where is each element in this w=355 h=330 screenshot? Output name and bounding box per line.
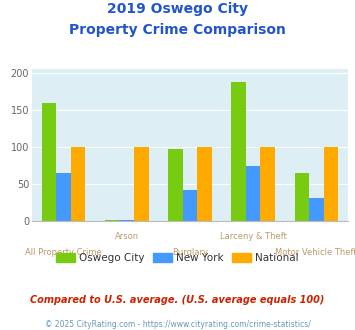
- Bar: [183, 190, 197, 221]
- Text: Larceny & Theft: Larceny & Theft: [220, 232, 286, 241]
- Legend: Oswego City, New York, National: Oswego City, New York, National: [52, 248, 303, 267]
- Text: Compared to U.S. average. (U.S. average equals 100): Compared to U.S. average. (U.S. average …: [30, 295, 325, 305]
- Bar: [56, 173, 71, 221]
- Text: Arson: Arson: [115, 232, 139, 241]
- Bar: [42, 103, 56, 221]
- Bar: [295, 173, 309, 221]
- Text: Motor Vehicle Theft: Motor Vehicle Theft: [275, 248, 355, 257]
- Text: Property Crime Comparison: Property Crime Comparison: [69, 23, 286, 37]
- Bar: [120, 220, 134, 221]
- Text: © 2025 CityRating.com - https://www.cityrating.com/crime-statistics/: © 2025 CityRating.com - https://www.city…: [45, 320, 310, 329]
- Bar: [197, 147, 212, 221]
- Text: Burglary: Burglary: [172, 248, 208, 257]
- Text: All Property Crime: All Property Crime: [25, 248, 102, 257]
- Bar: [71, 147, 85, 221]
- Bar: [246, 166, 260, 221]
- Bar: [309, 198, 323, 221]
- Bar: [260, 147, 275, 221]
- Bar: [105, 220, 120, 221]
- Bar: [134, 147, 148, 221]
- Text: 2019 Oswego City: 2019 Oswego City: [107, 2, 248, 16]
- Bar: [231, 82, 246, 221]
- Bar: [323, 147, 338, 221]
- Bar: [168, 149, 183, 221]
